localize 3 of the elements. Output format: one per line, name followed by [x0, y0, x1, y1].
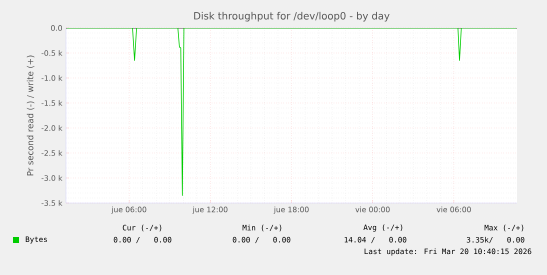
- chart-title: Disk throughput for /dev/loop0 - by day: [194, 12, 390, 22]
- y-axis-title: Pr second read (-) / write (+): [26, 56, 34, 176]
- line-series: [66, 28, 517, 196]
